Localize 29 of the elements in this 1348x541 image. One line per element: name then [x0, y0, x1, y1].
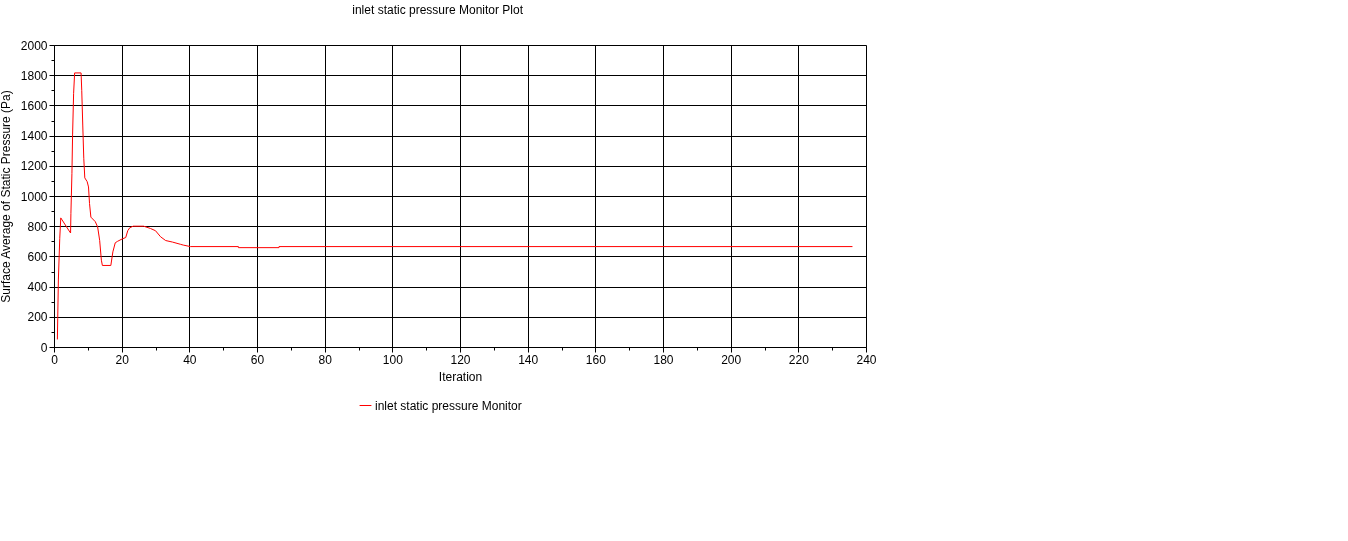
x-tick-label: 80 [318, 352, 333, 367]
y-tick-label: 1200 [20, 159, 48, 174]
x-tick-label: 220 [788, 352, 810, 367]
x-tick-label: 20 [115, 352, 130, 367]
x-tick-label: 100 [382, 352, 404, 367]
y-tick-label: 1400 [20, 129, 48, 144]
chart-title: inlet static pressure Monitor Plot [352, 3, 524, 17]
x-tick-label: 180 [653, 352, 674, 367]
y-tick-label: 2000 [20, 38, 48, 53]
x-tick-label: 140 [518, 352, 539, 367]
x-axis-title: Iteration [438, 369, 483, 384]
y-tick-label: 1600 [20, 98, 48, 113]
line-series [56, 72, 853, 340]
x-tick-label: 200 [721, 352, 742, 367]
y-tick-label: 800 [27, 219, 48, 234]
x-tick-label: 60 [250, 352, 265, 367]
y-tick-label: 200 [27, 310, 48, 325]
y-tick-label: 0 [40, 340, 48, 355]
x-tick-label: 240 [856, 352, 877, 367]
x-tick-label: 160 [585, 352, 607, 367]
y-tick-label: 1000 [20, 189, 48, 204]
y-tick-label: 1800 [20, 68, 48, 83]
legend-label: inlet static pressure Monitor [375, 398, 522, 413]
y-tick-label: 600 [27, 249, 48, 264]
x-tick-label: 40 [183, 352, 197, 367]
y-tick-label: 400 [27, 280, 48, 295]
x-tick-label: 120 [450, 352, 471, 367]
x-tick-label: 0 [51, 352, 59, 367]
y-axis-title: Surface Average of Static Pressure (Pa) [0, 90, 13, 303]
